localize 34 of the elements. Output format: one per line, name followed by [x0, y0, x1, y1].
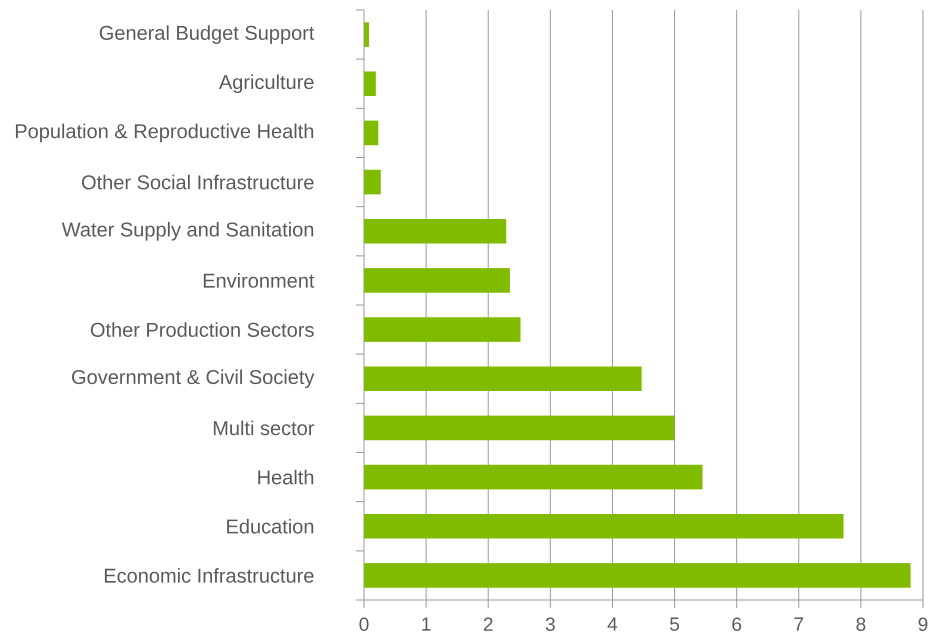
- bar: [364, 218, 506, 244]
- y-tick-label: Other Production Sectors: [90, 322, 314, 337]
- bar: [364, 563, 911, 588]
- bar: [364, 268, 510, 293]
- y-tick-label: Economic Infrastructure: [104, 568, 314, 583]
- x-tick-label: 8: [856, 618, 866, 631]
- x-tick-label: 1: [422, 618, 430, 631]
- x-tick-label: 0: [359, 618, 369, 631]
- bar: [364, 120, 378, 146]
- x-tick-label: 6: [732, 618, 742, 631]
- y-tick-label: Environment: [204, 273, 314, 288]
- bar: [364, 317, 521, 342]
- x-tick-label: 7: [794, 618, 804, 631]
- y-tick-label: Population & Reproductive Health: [16, 124, 314, 142]
- y-tick-label: Health: [258, 470, 314, 484]
- bar: [364, 366, 642, 392]
- x-tick-label: 3: [546, 618, 555, 631]
- x-tick-label: 5: [670, 618, 680, 631]
- y-tick-label: Education: [227, 518, 314, 534]
- y-tick-label: General Budget Support: [100, 25, 314, 44]
- bar: [364, 514, 844, 539]
- x-tick-label: 9: [918, 618, 928, 631]
- bar: [364, 416, 675, 440]
- y-tick-label: Multi sector: [214, 420, 314, 436]
- y-tick-label: Agriculture: [218, 74, 314, 94]
- x-tick-label: 2: [484, 618, 493, 631]
- bar: [364, 71, 376, 96]
- bar: [364, 22, 369, 47]
- bar: [364, 170, 381, 194]
- bar: [364, 464, 703, 490]
- x-tick-label: 4: [608, 618, 618, 631]
- y-tick-label: Other Social Infrastructure: [82, 174, 314, 190]
- y-tick-label: Government & Civil Society: [72, 369, 314, 388]
- y-tick-label: Water Supply and Sanitation: [62, 222, 314, 241]
